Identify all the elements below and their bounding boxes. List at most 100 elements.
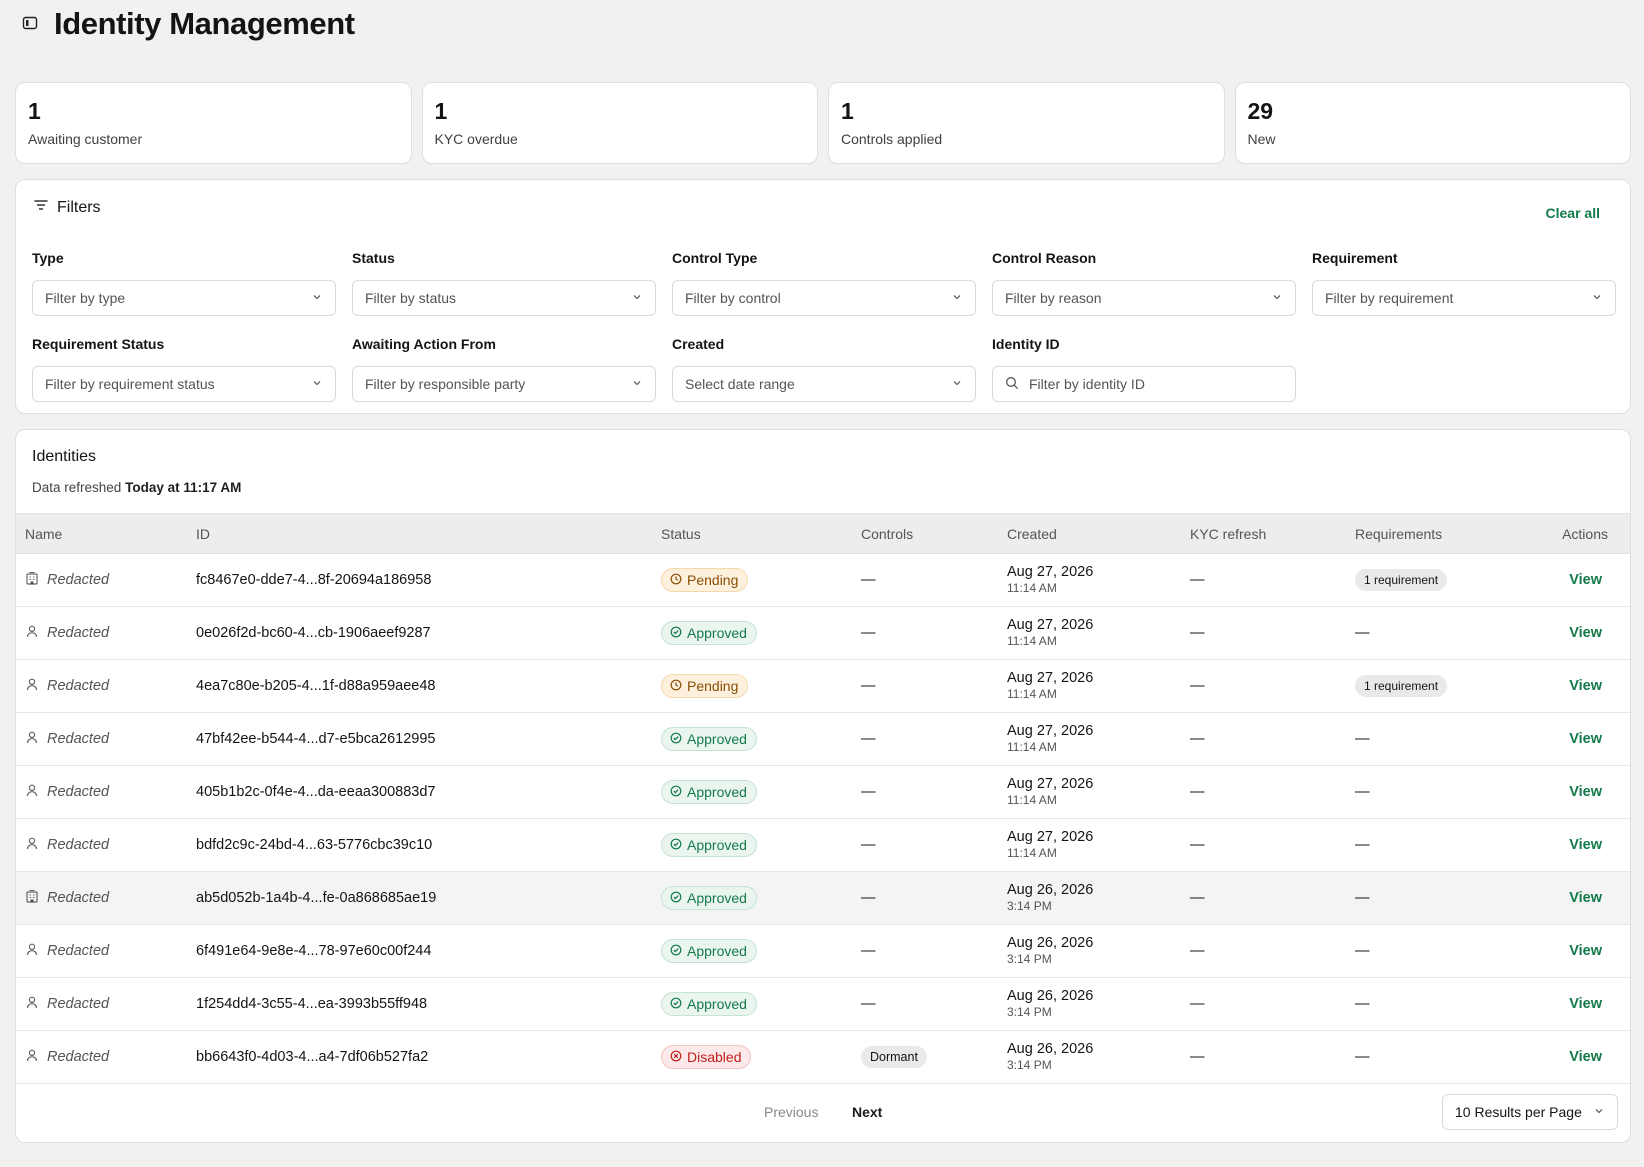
identity-name: Redacted — [47, 1049, 110, 1065]
status-cell: Approved — [661, 818, 861, 872]
requirement-select[interactable]: Filter by requirement — [1312, 280, 1616, 316]
chevron-down-icon — [1271, 290, 1283, 306]
awaiting-action-select[interactable]: Filter by responsible party — [352, 366, 656, 402]
sidebar-toggle-icon[interactable] — [22, 15, 40, 33]
table-row[interactable]: Redacted bdfd2c9c-24bd-4...63-5776cbc39c1… — [16, 818, 1630, 872]
view-button[interactable]: View — [1569, 625, 1602, 641]
requirement-badge: 1 requirement — [1355, 569, 1448, 591]
controls-value: — — [861, 731, 876, 747]
created-time: 11:14 AM — [1007, 846, 1057, 860]
view-button[interactable]: View — [1569, 996, 1602, 1012]
filter-created: Created Select date range — [672, 336, 976, 402]
view-button[interactable]: View — [1569, 784, 1602, 800]
created-time: 11:14 AM — [1007, 740, 1057, 754]
column-header-status[interactable]: Status — [661, 513, 861, 554]
filter-label: Awaiting Action From — [352, 336, 496, 352]
view-button[interactable]: View — [1569, 837, 1602, 853]
clear-all-button[interactable]: Clear all — [1545, 205, 1600, 221]
stat-value: 29 — [1247, 98, 1274, 124]
building-icon — [25, 571, 39, 589]
status-text: Approved — [687, 837, 747, 853]
controls-cell: — — [861, 924, 1007, 978]
select-placeholder: Filter by responsible party — [365, 376, 526, 392]
page-header: Identity Management — [0, 0, 1644, 48]
select-placeholder: Filter by control — [685, 290, 781, 306]
table-row[interactable]: Redacted bb6643f0-4d03-4...a4-7df06b527fa… — [16, 1030, 1630, 1084]
table-row[interactable]: Redacted 0e026f2d-bc60-4...cb-1906aeef928… — [16, 606, 1630, 660]
next-page-button[interactable]: Next — [852, 1104, 883, 1120]
filter-grid: Type Filter by type Status Filter by sta… — [32, 250, 1632, 402]
view-button[interactable]: View — [1569, 1049, 1602, 1065]
stat-value: 1 — [841, 98, 854, 124]
view-button[interactable]: View — [1569, 943, 1602, 959]
actions-cell: View — [1525, 1030, 1630, 1084]
control-type-select[interactable]: Filter by control — [672, 280, 976, 316]
chevron-down-icon — [631, 290, 643, 306]
select-placeholder: Select date range — [685, 376, 795, 392]
previous-page-button[interactable]: Previous — [764, 1104, 819, 1120]
requirements-cell: — — [1355, 1030, 1525, 1084]
created-date: Aug 27, 2026 — [1007, 776, 1094, 792]
created-date: Aug 26, 2026 — [1007, 935, 1094, 951]
created-date: Aug 27, 2026 — [1007, 723, 1094, 739]
view-button[interactable]: View — [1569, 572, 1602, 588]
id-cell: ab5d052b-1a4b-4...fe-0a868685ae19 — [196, 871, 661, 925]
status-badge: Approved — [661, 833, 757, 857]
table-row[interactable]: Redacted 47bf42ee-b544-4...d7-e5bca261299… — [16, 712, 1630, 766]
controls-cell: — — [861, 659, 1007, 713]
status-text: Approved — [687, 890, 747, 906]
identity-name: Redacted — [47, 625, 110, 641]
status-select[interactable]: Filter by status — [352, 280, 656, 316]
person-icon — [25, 1048, 39, 1066]
chevron-down-icon — [631, 376, 643, 392]
created-cell: Aug 26, 2026 3:14 PM — [1007, 1030, 1190, 1084]
requirements-cell: 1 requirement — [1355, 659, 1525, 713]
person-icon — [25, 624, 39, 642]
filters-header: Filters — [33, 197, 101, 218]
status-badge: Approved — [661, 621, 757, 645]
identity-name: Redacted — [47, 784, 110, 800]
id-cell: 405b1b2c-0f4e-4...da-eeaa300883d7 — [196, 765, 661, 819]
requirement-status-select[interactable]: Filter by requirement status — [32, 366, 336, 402]
table-row[interactable]: Redacted 405b1b2c-0f4e-4...da-eeaa300883d… — [16, 765, 1630, 819]
date-range-select[interactable]: Select date range — [672, 366, 976, 402]
status-text: Disabled — [687, 1049, 742, 1065]
chevron-down-icon — [951, 290, 963, 306]
clock-icon — [670, 572, 682, 588]
status-cell: Pending — [661, 553, 861, 607]
table-row[interactable]: Redacted ab5d052b-1a4b-4...fe-0a868685ae1… — [16, 871, 1630, 925]
table-row[interactable]: Redacted 6f491e64-9e8e-4...78-97e60c00f24… — [16, 924, 1630, 978]
status-cell: Disabled — [661, 1030, 861, 1084]
view-button[interactable]: View — [1569, 678, 1602, 694]
actions-cell: View — [1525, 977, 1630, 1031]
table-row[interactable]: Redacted 4ea7c80e-b205-4...1f-d88a959aee4… — [16, 659, 1630, 713]
requirements-cell: — — [1355, 818, 1525, 872]
column-header-kyc-refresh[interactable]: KYC refresh — [1190, 513, 1355, 554]
column-header-controls[interactable]: Controls — [861, 513, 1007, 554]
actions-cell: View — [1525, 871, 1630, 925]
name-cell: Redacted — [16, 659, 196, 713]
column-header-id[interactable]: ID — [196, 513, 661, 554]
results-per-page-select[interactable]: 10 Results per Page — [1442, 1094, 1618, 1130]
view-button[interactable]: View — [1569, 731, 1602, 747]
column-header-created[interactable]: Created — [1007, 513, 1190, 554]
identity-id-input[interactable]: Filter by identity ID — [992, 366, 1296, 402]
control-reason-select[interactable]: Filter by reason — [992, 280, 1296, 316]
status-cell: Approved — [661, 606, 861, 660]
status-badge: Approved — [661, 727, 757, 751]
kyc-refresh-cell: — — [1190, 871, 1355, 925]
status-text: Approved — [687, 996, 747, 1012]
table-row[interactable]: Redacted fc8467e0-dde7-4...8f-20694a18695… — [16, 553, 1630, 607]
created-date: Aug 26, 2026 — [1007, 988, 1094, 1004]
table-row[interactable]: Redacted 1f254dd4-3c55-4...ea-3993b55ff94… — [16, 977, 1630, 1031]
column-header-requirements[interactable]: Requirements — [1355, 513, 1525, 554]
controls-value: — — [861, 784, 876, 800]
filter-status: Status Filter by status — [352, 250, 656, 316]
status-text: Pending — [687, 572, 739, 588]
view-button[interactable]: View — [1569, 890, 1602, 906]
stat-label: New — [1247, 131, 1276, 147]
created-time: 11:14 AM — [1007, 634, 1057, 648]
column-header-name[interactable]: Name — [16, 513, 196, 554]
type-select[interactable]: Filter by type — [32, 280, 336, 316]
requirements-value: — — [1355, 1049, 1370, 1065]
